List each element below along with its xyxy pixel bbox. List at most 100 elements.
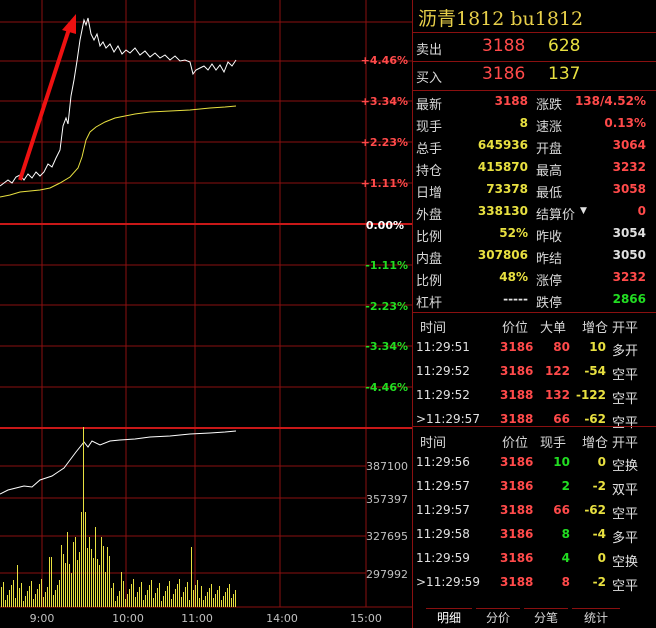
trade-qty: 80 bbox=[553, 340, 570, 354]
trade-price: 3186 bbox=[500, 479, 534, 493]
time-axis: 9:00 10:00 11:00 14:00 15:00 bbox=[30, 612, 382, 625]
stat-value: 0.13% bbox=[604, 116, 646, 130]
column-header: 价位 bbox=[502, 436, 529, 451]
volume-bar bbox=[187, 582, 188, 607]
table-row[interactable]: 11:29:52 3186 122 -54 空平 bbox=[412, 361, 656, 384]
volume-bar bbox=[5, 600, 6, 607]
pct-label: -2.23% bbox=[365, 300, 408, 313]
stat-row: 内盘 307806 昨结 3050 bbox=[412, 245, 656, 268]
table-row[interactable]: 11:29:58 3186 8 -4 多平 bbox=[412, 524, 656, 547]
table-row[interactable]: >11:29:57 3188 66 -62 空平 bbox=[412, 409, 656, 432]
volume-bar bbox=[133, 579, 134, 607]
stat-value: 8 bbox=[519, 116, 528, 130]
trade-delta: 0 bbox=[597, 551, 606, 565]
volume-bar bbox=[37, 589, 38, 607]
trade-type: 空换 bbox=[612, 555, 639, 570]
trade-price: 3188 bbox=[500, 412, 534, 426]
volume-bar bbox=[163, 596, 164, 607]
volume-bar bbox=[221, 600, 222, 607]
volume-bar bbox=[91, 549, 92, 607]
volume-label: 357397 bbox=[366, 493, 408, 506]
stat-label: 最新 bbox=[416, 98, 443, 113]
trade-price: 3186 bbox=[500, 364, 534, 378]
volume-bar bbox=[39, 584, 40, 607]
table-row[interactable]: 11:29:51 3186 80 10 多开 bbox=[412, 337, 656, 360]
column-header: 现手 bbox=[540, 436, 567, 451]
trade-type: 空平 bbox=[612, 507, 639, 522]
bottom-tabs: 明细 分价 分笔 统计 bbox=[412, 606, 656, 628]
table-row[interactable]: 11:29:57 3188 66 -62 空平 bbox=[412, 500, 656, 523]
intraday-chart[interactable]: +4.46% +3.34% +2.23% +1.11% 0.00% -1.11%… bbox=[0, 0, 412, 628]
volume-bar bbox=[119, 591, 120, 607]
sell-label: 卖出 bbox=[416, 43, 443, 58]
trade-type: 空平 bbox=[612, 579, 639, 594]
table-row[interactable]: 11:29:56 3186 10 0 空换 bbox=[412, 452, 656, 475]
volume-bar bbox=[177, 584, 178, 607]
volume-bar bbox=[127, 594, 128, 607]
stat-value: 3232 bbox=[612, 160, 646, 174]
volume-bar bbox=[55, 590, 56, 607]
stat-value: 3054 bbox=[612, 226, 646, 240]
stat-row: 现手 8 速涨 0.13% bbox=[412, 113, 656, 136]
volume-bar bbox=[139, 587, 140, 607]
volume-bar bbox=[189, 600, 190, 607]
volume-bar bbox=[179, 579, 180, 607]
volume-bar bbox=[121, 572, 122, 607]
column-header: 时间 bbox=[420, 436, 447, 451]
trade-time: 11:29:57 bbox=[416, 479, 470, 493]
trade-type: 空平 bbox=[612, 368, 639, 383]
volume-bar bbox=[21, 583, 22, 607]
stat-label: 最高 bbox=[536, 164, 563, 179]
time-label: 15:00 bbox=[350, 612, 382, 625]
volume-bar bbox=[171, 599, 172, 607]
volume-bar bbox=[151, 580, 152, 607]
volume-bar bbox=[53, 595, 54, 607]
volume-bar bbox=[217, 590, 218, 607]
stat-value: 0 bbox=[637, 204, 646, 218]
volume-bar bbox=[211, 584, 212, 607]
time-label: 10:00 bbox=[112, 612, 144, 625]
trade-qty: 4 bbox=[561, 551, 570, 565]
volume-axis: 387100 357397 327695 297992 bbox=[366, 460, 408, 581]
volume-bar bbox=[9, 590, 10, 607]
trade-price: 3186 bbox=[500, 340, 534, 354]
trade-qty: 2 bbox=[561, 479, 570, 493]
sell-row[interactable]: 卖出 3188 628 bbox=[412, 35, 656, 61]
stat-value: 48% bbox=[499, 270, 528, 284]
price-line bbox=[0, 17, 237, 187]
column-header: 增仓 bbox=[582, 321, 609, 336]
red-arrow-annotation bbox=[18, 14, 76, 181]
volume-bar bbox=[103, 546, 104, 607]
trade-delta: -62 bbox=[584, 503, 606, 517]
tab-details[interactable]: 明细 bbox=[426, 608, 472, 627]
stat-value: 415870 bbox=[477, 160, 528, 174]
stat-label: 比例 bbox=[416, 274, 443, 289]
table-row[interactable]: >11:29:59 3188 8 -2 空平 bbox=[412, 572, 656, 595]
pct-label: 0.00% bbox=[366, 219, 404, 232]
volume-bar bbox=[25, 596, 26, 607]
volume-bar bbox=[45, 592, 46, 607]
volume-bar bbox=[155, 593, 156, 607]
volume-bar bbox=[95, 527, 96, 607]
tab-price-distribution[interactable]: 分价 bbox=[476, 608, 520, 627]
volume-bar bbox=[71, 573, 72, 607]
table-row[interactable]: 11:29:57 3186 2 -2 双平 bbox=[412, 476, 656, 499]
table-row[interactable]: 11:29:52 3188 132 -122 空平 bbox=[412, 385, 656, 408]
volume-bar bbox=[165, 591, 166, 607]
tab-ticks[interactable]: 分笔 bbox=[524, 608, 568, 627]
buy-row[interactable]: 买入 3186 137 bbox=[412, 63, 656, 89]
table-row[interactable]: 11:29:59 3186 4 0 空换 bbox=[412, 548, 656, 571]
chevron-down-icon[interactable]: ▼ bbox=[580, 206, 587, 216]
trade-type: 空换 bbox=[612, 459, 639, 474]
pct-label: -3.34% bbox=[365, 340, 408, 353]
pct-label: -4.46% bbox=[365, 381, 408, 394]
volume-bar bbox=[149, 585, 150, 607]
trade-qty: 122 bbox=[544, 364, 570, 378]
volume-bar bbox=[199, 598, 200, 607]
stat-row: 总手 645936 开盘 3064 bbox=[412, 135, 656, 158]
tab-statistics[interactable]: 统计 bbox=[572, 608, 620, 627]
stat-value: 73378 bbox=[486, 182, 528, 196]
trade-type: 空平 bbox=[612, 416, 639, 431]
volume-bar bbox=[159, 583, 160, 607]
trade-qty: 8 bbox=[561, 575, 570, 589]
